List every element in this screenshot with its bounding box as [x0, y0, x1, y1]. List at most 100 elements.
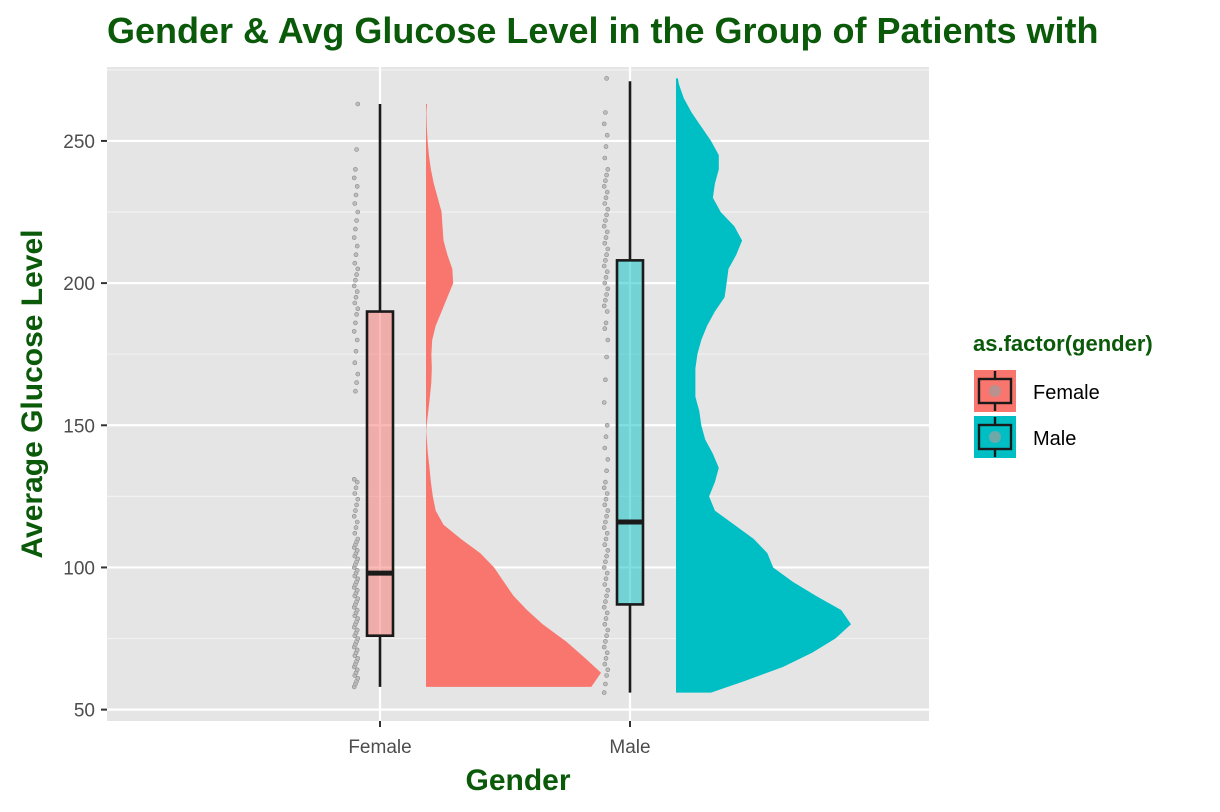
- data-point: [601, 121, 607, 127]
- data-point: [354, 243, 360, 249]
- y-tick-label: 250: [63, 132, 95, 153]
- x-tick-label: Male: [609, 737, 650, 758]
- data-point: [601, 223, 607, 229]
- data-point: [603, 496, 609, 502]
- data-point: [602, 241, 608, 246]
- data-point: [604, 172, 609, 178]
- data-point: [605, 587, 611, 593]
- data-point: [603, 519, 608, 525]
- data-point: [602, 621, 608, 627]
- data-point: [355, 306, 361, 312]
- data-point: [353, 485, 359, 491]
- data-point: [353, 192, 359, 198]
- legend-key-box: [977, 423, 1013, 451]
- data-point: [604, 132, 610, 138]
- data-point: [604, 76, 609, 81]
- data-point: [352, 300, 358, 306]
- data-point: [354, 218, 359, 223]
- chart-title: Gender & Avg Glucose Level in the Group …: [107, 10, 1098, 51]
- data-point: [354, 337, 360, 343]
- data-point: [354, 147, 359, 152]
- series-male: [601, 76, 851, 695]
- data-point: [355, 266, 361, 272]
- data-point: [601, 644, 607, 650]
- data-point: [353, 277, 358, 283]
- data-point: [601, 525, 607, 530]
- y-tick-label: 150: [63, 416, 95, 437]
- data-point: [353, 167, 358, 172]
- data-point: [604, 530, 610, 536]
- data-point: [353, 320, 358, 326]
- data-point: [353, 388, 358, 394]
- data-point: [603, 144, 609, 149]
- data-point: [603, 275, 609, 280]
- data-point: [354, 667, 360, 673]
- legend-key-male: [974, 416, 1016, 458]
- data-point: [604, 491, 610, 496]
- data-point: [604, 189, 610, 195]
- data-point: [354, 587, 360, 593]
- data-point: [355, 496, 361, 502]
- data-point: [604, 673, 609, 678]
- data-point: [602, 155, 608, 161]
- data-point: [355, 596, 361, 602]
- data-point: [603, 536, 609, 542]
- series-female: [351, 101, 601, 690]
- data-point: [353, 525, 359, 530]
- data-point: [601, 263, 607, 269]
- data-point: [602, 502, 608, 508]
- data-point: [603, 258, 608, 263]
- data-point: [601, 400, 607, 405]
- legend-key-point: [989, 431, 1001, 443]
- data-point: [605, 457, 611, 462]
- data-point: [352, 260, 358, 266]
- legend-key-female: [974, 370, 1016, 412]
- data-point: [352, 201, 358, 206]
- data-point: [354, 627, 360, 633]
- data-point: [355, 656, 361, 661]
- data-point: [354, 312, 359, 317]
- data-point: [602, 201, 608, 206]
- data-point: [351, 283, 357, 289]
- data-point: [604, 513, 609, 519]
- data-point: [603, 110, 608, 115]
- data-point: [603, 195, 609, 201]
- data-point: [354, 184, 360, 189]
- data-point: [354, 548, 360, 553]
- data-point: [351, 476, 357, 482]
- data-point: [603, 599, 608, 604]
- data-point: [355, 536, 361, 542]
- data-point: [353, 508, 358, 513]
- legend-key-box: [977, 377, 1013, 405]
- data-point: [355, 636, 361, 641]
- data-point: [604, 229, 610, 235]
- data-point: [602, 582, 608, 587]
- data-point: [601, 485, 607, 491]
- data-point: [604, 593, 609, 599]
- data-point: [604, 309, 610, 314]
- legend-label-female: Female: [1033, 382, 1100, 404]
- data-point: [354, 289, 360, 294]
- data-point: [604, 610, 610, 616]
- data-point: [352, 360, 358, 366]
- data-point: [605, 667, 611, 673]
- data-point: [603, 320, 609, 326]
- data-point: [351, 235, 357, 240]
- data-point: [602, 661, 608, 667]
- data-point: [603, 218, 608, 223]
- data-point: [605, 337, 611, 343]
- data-point: [355, 556, 361, 562]
- data-point: [603, 178, 608, 183]
- data-point: [354, 647, 360, 653]
- data-point: [355, 101, 361, 107]
- data-point: [353, 294, 359, 300]
- data-point: [604, 650, 610, 656]
- density-female: [426, 103, 601, 687]
- data-point: [355, 576, 361, 582]
- data-point: [354, 380, 359, 385]
- data-point: [603, 235, 609, 240]
- y-tick-label: 100: [63, 558, 95, 579]
- data-point: [604, 633, 609, 639]
- box-female: [365, 310, 395, 637]
